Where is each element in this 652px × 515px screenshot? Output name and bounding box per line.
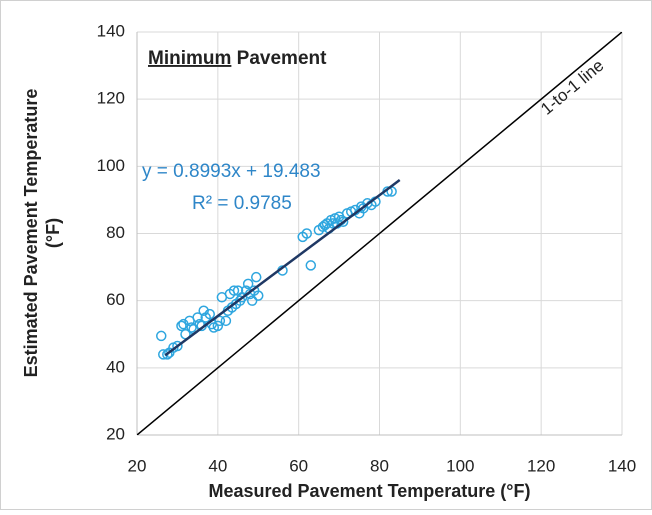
y-tick-label: 20 (106, 424, 125, 443)
data-point (212, 320, 224, 332)
data-point (156, 330, 167, 342)
data-point (305, 260, 317, 271)
data-point (246, 295, 258, 306)
data-point (253, 290, 264, 301)
data-point (220, 315, 232, 327)
trendline-equation: y = 0.8993x + 19.483 (142, 161, 321, 182)
data-point (204, 308, 215, 320)
x-tick-label: 140 (608, 456, 636, 475)
x-tick-label: 100 (446, 456, 474, 475)
trendline (164, 179, 401, 357)
x-tick-label: 60 (289, 456, 308, 475)
reference-line (137, 32, 622, 435)
x-tick-label: 120 (527, 456, 555, 475)
x-tick-label: 40 (208, 456, 227, 475)
y-axis-title: Estimated Pavement Temperature (°F) (21, 89, 63, 378)
y-tick-label: 60 (106, 290, 125, 309)
data-point (228, 285, 240, 296)
data-point (337, 216, 349, 227)
x-tick-label: 80 (370, 456, 389, 475)
data-point (176, 320, 187, 332)
title-emphasis: Minimum (148, 48, 231, 69)
data-point (301, 228, 312, 239)
data-point (214, 315, 226, 327)
y-axis-title-line: Estimated Pavement Temperature (21, 89, 41, 378)
reference-label: 1-to-1 line (537, 56, 607, 119)
data-point (250, 271, 262, 283)
y-tick-label: 40 (106, 357, 125, 376)
title-text: Pavement (237, 48, 327, 69)
data-point (242, 278, 254, 290)
chart-title: Minimum Pavement (148, 48, 327, 69)
x-tick-label: 20 (128, 456, 147, 475)
x-axis-title: Measured Pavement Temperature (°F) (209, 481, 531, 501)
trendline-r2: R² = 0.9785 (192, 193, 292, 214)
data-point (172, 340, 183, 352)
data-point (162, 349, 173, 360)
data-point (198, 305, 209, 316)
y-tick-label: 140 (97, 21, 125, 40)
y-tick-label: 120 (97, 89, 125, 108)
y-tick-label: 100 (97, 156, 125, 175)
y-axis-title-line: (°F) (43, 218, 63, 248)
y-tick-label: 80 (106, 223, 125, 242)
data-point (192, 312, 203, 323)
